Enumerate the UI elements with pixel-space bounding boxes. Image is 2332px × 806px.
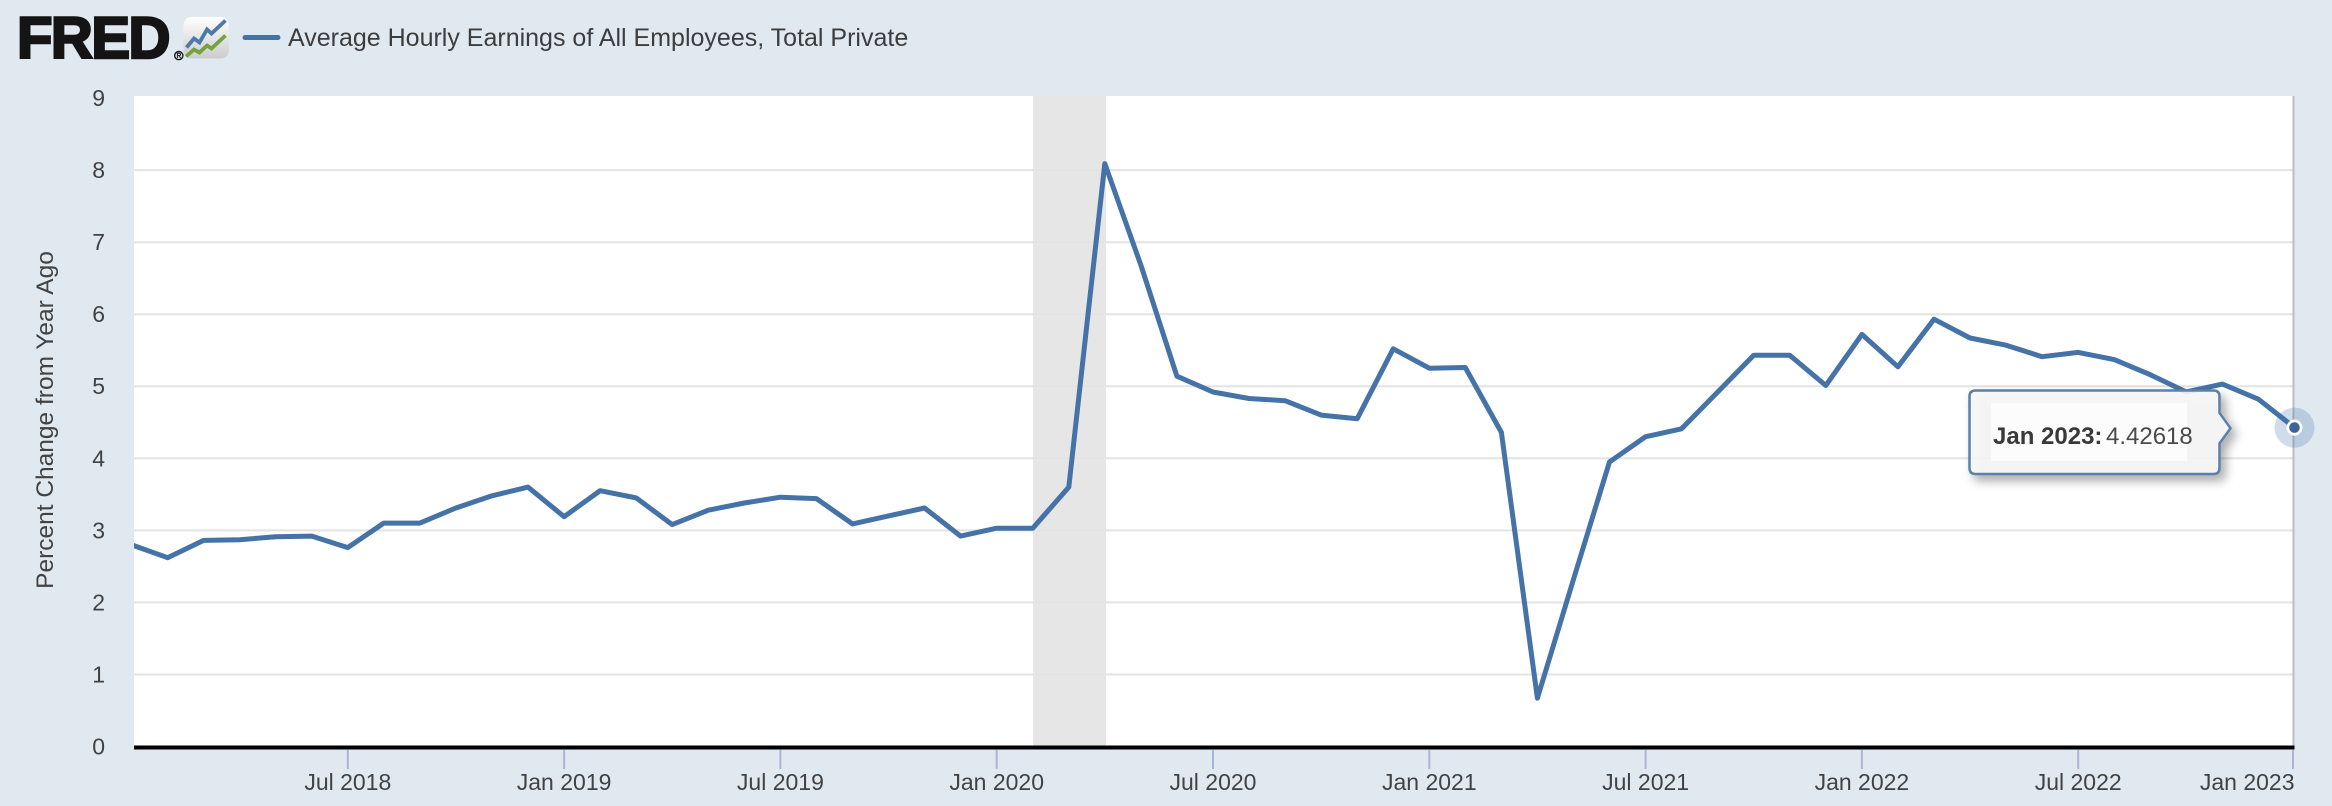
svg-text:Jul 2021: Jul 2021 (1602, 769, 1689, 795)
svg-text:3: 3 (92, 517, 105, 543)
svg-text:4: 4 (92, 445, 105, 471)
svg-text:Jan 2023: Jan 2023 (2200, 769, 2295, 795)
svg-text:6: 6 (92, 301, 105, 327)
svg-text:Percent Change from Year Ago: Percent Change from Year Ago (32, 251, 59, 589)
svg-text:Jul 2022: Jul 2022 (2035, 769, 2122, 795)
svg-text:1: 1 (92, 662, 105, 688)
svg-text:5: 5 (92, 373, 105, 399)
svg-text:Jan 2022: Jan 2022 (1815, 769, 1910, 795)
svg-text:Jan 2023:: Jan 2023: (1993, 423, 2102, 450)
svg-text:8: 8 (92, 157, 105, 183)
svg-text:Jan 2019: Jan 2019 (517, 769, 612, 795)
svg-text:FRED: FRED (17, 6, 169, 71)
svg-text:Jul 2018: Jul 2018 (304, 769, 391, 795)
svg-text:Jan 2020: Jan 2020 (949, 769, 1044, 795)
svg-text:Jan 2021: Jan 2021 (1382, 769, 1477, 795)
svg-text:Jul 2020: Jul 2020 (1170, 769, 1257, 795)
svg-text:0: 0 (92, 734, 105, 760)
svg-text:4.42618: 4.42618 (2106, 423, 2193, 450)
svg-text:7: 7 (92, 229, 105, 255)
svg-text:2: 2 (92, 589, 105, 615)
svg-text:Average Hourly Earnings of All: Average Hourly Earnings of All Employees… (288, 24, 908, 52)
svg-text:9: 9 (92, 85, 105, 111)
svg-text:Jul 2019: Jul 2019 (737, 769, 824, 795)
